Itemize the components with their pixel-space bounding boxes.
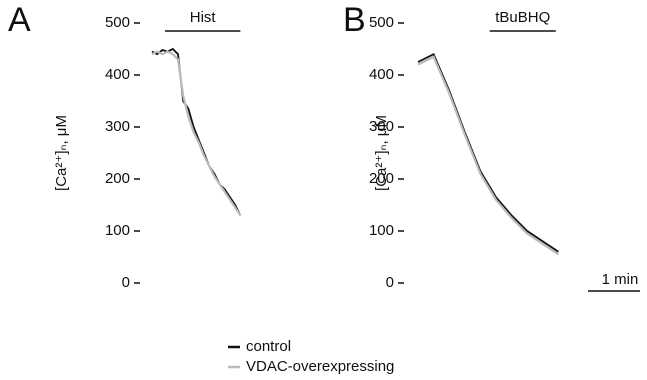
y-tick-label: 200 [369, 170, 394, 187]
legend-label: VDAC-overexpressing [246, 358, 394, 375]
trace [151, 50, 242, 217]
y-tick-label: 400 [105, 66, 130, 83]
trace [151, 47, 242, 216]
y-axis-label: [Ca²⁺]ₙ, μM [373, 115, 390, 191]
y-tick-label: 0 [122, 274, 130, 291]
y-axis-label: [Ca²⁺]ₙ, μM [53, 115, 70, 191]
y-tick-label: 500 [369, 14, 394, 31]
y-tick-label: 300 [105, 118, 130, 135]
legend-label: control [246, 338, 291, 355]
panel-label: A [8, 1, 31, 39]
stimulus-label: Hist [190, 9, 217, 26]
stimulus-label: tBuBHQ [495, 9, 550, 26]
trace [417, 52, 559, 253]
y-tick-label: 100 [369, 222, 394, 239]
panel-label: B [343, 1, 366, 39]
y-tick-label: 100 [105, 222, 130, 239]
y-tick-label: 300 [369, 118, 394, 135]
scale-bar-label: 1 min [602, 271, 639, 288]
y-tick-label: 400 [369, 66, 394, 83]
y-tick-label: 500 [105, 14, 130, 31]
trace [417, 55, 560, 256]
y-tick-label: 0 [386, 274, 394, 291]
y-tick-label: 200 [105, 170, 130, 187]
